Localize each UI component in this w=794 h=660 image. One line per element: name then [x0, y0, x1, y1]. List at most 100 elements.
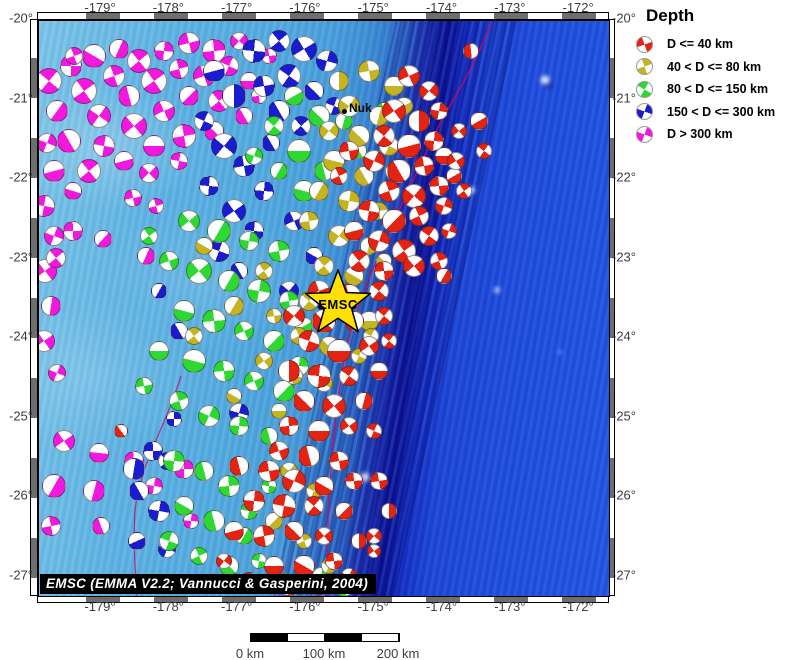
beachball: [378, 180, 400, 202]
beachball-layer: [39, 21, 609, 596]
frame-band-left: [30, 19, 38, 596]
beachball: [154, 41, 174, 61]
beachball: [190, 547, 208, 565]
legend-beachball-icon: [636, 103, 653, 121]
city-label: Nuk: [349, 101, 372, 115]
beachball: [39, 68, 62, 94]
beachball: [207, 219, 231, 243]
beachball: [129, 481, 149, 501]
beachball: [366, 423, 382, 439]
beachball: [359, 336, 379, 356]
beachball: [409, 206, 429, 226]
beachball: [149, 341, 169, 361]
beachball: [402, 184, 426, 208]
star-icon: [304, 269, 372, 333]
axis-label-left-6: -26°: [9, 487, 33, 503]
beachball: [94, 230, 112, 248]
beachball: [381, 503, 397, 519]
attribution-bar: EMSC (EMMA V2.2; Vannucci & Gasperini, 2…: [40, 574, 377, 594]
beachball: [169, 59, 189, 79]
legend-item-label: 80 < D <= 150 km: [667, 82, 769, 97]
axis-label-left-3: -23°: [9, 249, 33, 265]
scale-label-200: 200 km: [376, 646, 420, 660]
axis-label-right-0: -20°: [612, 10, 636, 26]
scale-segment: [325, 634, 361, 641]
axis-label-bottom-0: -179°: [84, 599, 116, 614]
beachball: [229, 416, 249, 436]
beachball: [325, 552, 343, 570]
beachball: [182, 349, 206, 373]
axis-label-right-2: -22°: [612, 169, 636, 185]
beachball: [299, 211, 319, 231]
beachball: [178, 32, 200, 54]
beachball: [213, 360, 235, 382]
beachball: [304, 81, 324, 101]
legend-beachball-icon: [636, 125, 653, 143]
beachball: [163, 450, 185, 472]
beachball: [287, 139, 311, 163]
beachball: [424, 131, 444, 151]
beachball: [375, 307, 393, 325]
legend-item-0: D <= 40 km: [636, 33, 794, 56]
beachball: [194, 111, 214, 131]
beachball: [278, 360, 300, 382]
beachball: [114, 424, 128, 438]
legend-beachball-icon: [636, 58, 653, 76]
axis-label-top-6: -173°: [494, 0, 526, 15]
beachball: [222, 84, 246, 108]
depth-legend: Depth D <= 40 km 40 < D <= 80 km 80 < D <=…: [636, 6, 794, 146]
beachball: [148, 198, 164, 214]
beachball: [93, 135, 115, 157]
legend-items: D <= 40 km 40 < D <= 80 km 80 < D <= 150 k…: [636, 33, 794, 146]
scale-label-0: 0 km: [235, 646, 265, 660]
beachball: [363, 150, 385, 172]
beachball: [381, 333, 397, 349]
beachball: [315, 527, 333, 545]
beachball: [279, 416, 299, 436]
beachball: [260, 427, 278, 445]
beachball: [159, 531, 179, 551]
axis-label-right-3: -23°: [612, 249, 636, 265]
beachball: [272, 494, 296, 518]
axis-label-bottom-4: -175°: [357, 599, 389, 614]
beachball: [451, 123, 467, 139]
beachball: [307, 364, 331, 388]
beachball: [169, 391, 189, 411]
beachball: [446, 168, 462, 184]
beachball: [367, 544, 381, 558]
beachball: [254, 181, 274, 201]
legend-item-2: 80 < D <= 150 km: [636, 78, 794, 101]
axis-label-top-3: -176°: [289, 0, 321, 15]
beachball: [470, 112, 488, 130]
scale-segment: [361, 634, 399, 641]
beachball: [203, 60, 225, 82]
beachball: [387, 159, 411, 183]
beachball: [226, 388, 242, 404]
beachball: [316, 50, 338, 72]
beachball: [218, 475, 240, 497]
beachball: [218, 270, 240, 292]
beachball: [114, 151, 134, 171]
beachball: [43, 160, 65, 182]
beachball: [330, 167, 348, 185]
axis-label-bottom-6: -173°: [494, 599, 526, 614]
beachball: [141, 68, 167, 94]
beachball: [39, 330, 55, 352]
beachball: [327, 339, 351, 363]
beachball: [153, 100, 175, 122]
beachball: [87, 104, 111, 128]
beachball: [71, 78, 97, 104]
beachball: [186, 258, 212, 284]
beachball: [441, 223, 457, 239]
beachball: [382, 99, 406, 123]
beachball: [224, 296, 244, 316]
emsc-event-star: EMSC: [300, 266, 376, 342]
beachball: [139, 163, 159, 183]
beachball: [329, 451, 349, 471]
axis-label-right-1: -21°: [612, 90, 636, 106]
beachball: [44, 226, 64, 246]
beachball: [370, 472, 388, 490]
beachball: [291, 36, 317, 62]
beachball: [253, 75, 275, 97]
